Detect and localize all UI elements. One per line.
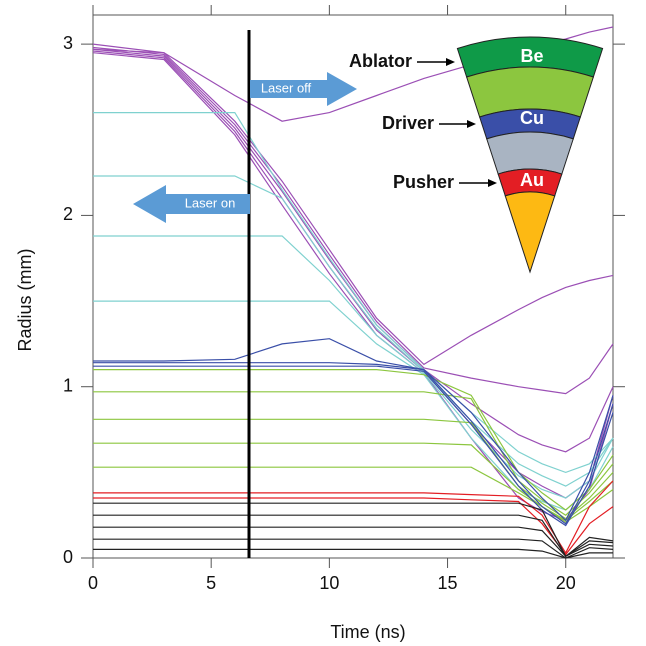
series-line [93, 362, 614, 525]
x-tick-label: 5 [206, 573, 216, 593]
x-tick-label: 20 [556, 573, 576, 593]
series-line [93, 538, 614, 559]
series-line [92, 46, 614, 395]
series-line [93, 480, 614, 555]
x-tick-label: 15 [438, 573, 458, 593]
series-line [92, 43, 614, 366]
y-tick-label: 0 [63, 547, 73, 567]
y-tick-label: 3 [63, 33, 73, 53]
label-arrowhead [488, 179, 497, 187]
y-axis-label: Radius (mm) [15, 248, 35, 351]
cone-layer [504, 191, 556, 274]
series-line [93, 526, 614, 558]
y-tick-label: 1 [63, 375, 73, 395]
series-line [93, 548, 613, 559]
x-tick-label: 10 [319, 573, 339, 593]
series-line [93, 418, 614, 520]
inset-label: Pusher [393, 172, 454, 192]
series-line [93, 466, 614, 523]
series-line [92, 26, 614, 122]
series-line [93, 369, 614, 511]
y-tick-label: 2 [63, 204, 73, 224]
plot-frame [92, 14, 614, 559]
inset-label: Ablator [349, 51, 412, 71]
laser-on-label: Laser on [185, 195, 236, 210]
x-axis-label: Time (ns) [330, 622, 405, 642]
laser-off-label: Laser off [261, 80, 312, 95]
series-line [93, 365, 614, 527]
label-arrowhead [446, 58, 455, 66]
label-arrowhead [467, 120, 476, 128]
laser-on-arrow [133, 185, 250, 223]
series-line [93, 235, 614, 499]
inset-label: Driver [382, 113, 434, 133]
cone-layer [486, 131, 574, 175]
x-tick-label: 0 [88, 573, 98, 593]
layer-label: Cu [520, 108, 544, 128]
series-line [93, 497, 614, 556]
series-line [93, 391, 614, 516]
layer-label: Be [520, 46, 543, 66]
laser-off-arrow [250, 72, 357, 106]
layer-label: Au [520, 170, 544, 190]
series-line [93, 300, 614, 511]
